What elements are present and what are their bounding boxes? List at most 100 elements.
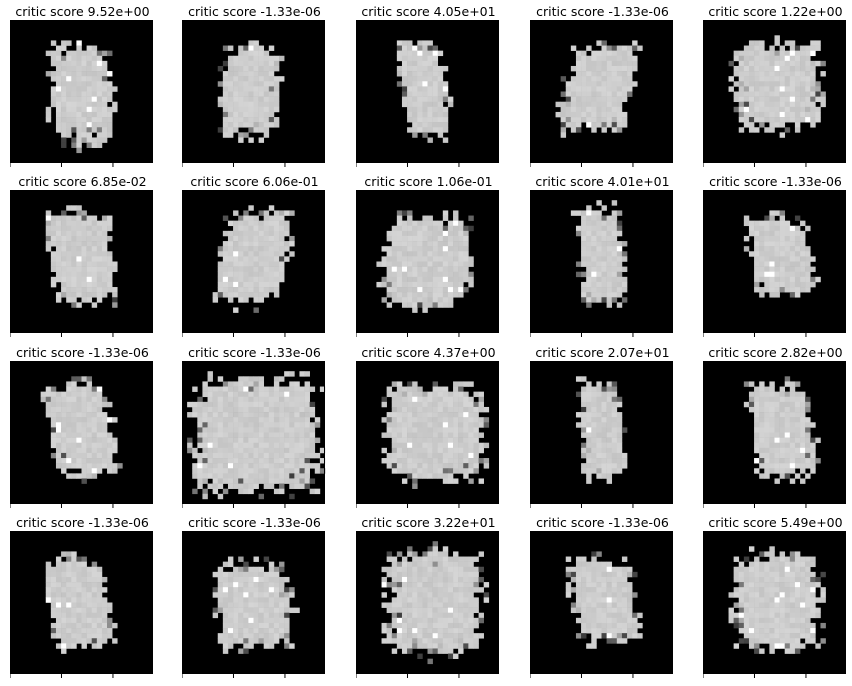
- image-panel: critic score 4.05e+01: [356, 0, 501, 167]
- heatmap-image: [356, 190, 499, 337]
- heatmap-image: [703, 190, 846, 337]
- heatmap-image: [10, 531, 153, 678]
- image-border: [10, 531, 153, 674]
- image-panel: critic score 5.49e+00: [703, 511, 848, 678]
- heatmap-image: [356, 361, 499, 508]
- image-border: [703, 20, 846, 163]
- image-frame: [182, 361, 326, 508]
- panel-title: critic score -1.33e-06: [536, 4, 669, 19]
- image-border: [10, 190, 153, 333]
- image-frame: [182, 190, 325, 337]
- image-pixels: [570, 200, 628, 308]
- image-panel: critic score 2.07e+01: [530, 341, 675, 508]
- panel-title: critic score 2.07e+01: [535, 345, 670, 360]
- image-panel: critic score -1.33e-06: [182, 341, 327, 508]
- image-border: [182, 190, 325, 333]
- panel-title: critic score 6.85e-02: [18, 174, 147, 189]
- image-pixels: [381, 381, 490, 489]
- panel-title: critic score 9.52e+00: [15, 4, 150, 19]
- panel-title: critic score -1.33e-06: [536, 515, 669, 530]
- panel-title: critic score 1.06e-01: [364, 174, 493, 189]
- image-pixels: [45, 40, 118, 154]
- panel-title: critic score 3.22e+01: [361, 515, 496, 530]
- panel-title: critic score -1.33e-06: [16, 515, 149, 530]
- image-frame: [703, 20, 846, 167]
- image-frame: [356, 190, 499, 337]
- image-pixels: [381, 541, 490, 665]
- image-frame: [530, 190, 673, 337]
- panel-title: critic score 1.22e+00: [708, 4, 843, 19]
- image-frame: [10, 361, 153, 508]
- image-frame: [703, 531, 846, 678]
- heatmap-image: [182, 361, 326, 508]
- image-border: [356, 531, 499, 674]
- heatmap-image: [703, 361, 846, 508]
- image-panel: critic score 1.22e+00: [703, 0, 848, 167]
- image-pixels: [376, 210, 474, 313]
- panel-title: critic score -1.33e-06: [709, 174, 842, 189]
- image-pixels: [575, 376, 628, 484]
- image-panel: critic score -1.33e-06: [182, 511, 327, 678]
- image-frame: [182, 20, 325, 167]
- image-frame: [10, 190, 153, 337]
- heatmap-image: [530, 190, 673, 337]
- image-panel: critic score 1.06e-01: [356, 170, 501, 337]
- image-panel: critic score 3.22e+01: [356, 511, 501, 678]
- image-border: [530, 361, 673, 504]
- image-border: [530, 531, 673, 674]
- image-pixels: [396, 40, 454, 143]
- heatmap-image: [10, 20, 153, 167]
- heatmap-image: [10, 361, 153, 508]
- image-border: [703, 190, 846, 333]
- heatmap-image: [703, 531, 846, 678]
- image-border: [703, 361, 846, 504]
- panel-title: critic score 4.05e+01: [361, 4, 496, 19]
- image-frame: [356, 20, 499, 167]
- image-pixels: [728, 546, 826, 654]
- image-border: [182, 20, 325, 163]
- image-border: [182, 531, 325, 674]
- image-border: [356, 20, 499, 163]
- image-border: [356, 361, 499, 504]
- heatmap-image: [530, 361, 673, 508]
- image-frame: [530, 531, 673, 678]
- image-border: [182, 361, 325, 504]
- panel-title: critic score 5.49e+00: [708, 515, 843, 530]
- heatmap-image: [530, 531, 673, 678]
- heatmap-image: [356, 20, 499, 167]
- image-frame: [10, 531, 153, 678]
- image-panel: critic score -1.33e-06: [10, 511, 155, 678]
- image-pixels: [45, 205, 118, 308]
- image-pixels: [743, 376, 821, 484]
- image-frame: [10, 20, 153, 167]
- image-panel: critic score 2.82e+00: [703, 341, 848, 508]
- image-panel: critic score -1.33e-06: [703, 170, 848, 337]
- heatmap-image: [182, 190, 325, 337]
- panel-title: critic score 6.06e-01: [190, 174, 319, 189]
- image-border: [530, 190, 673, 333]
- heatmap-image: [182, 20, 325, 167]
- image-panel: critic score 9.52e+00: [10, 0, 155, 167]
- panel-title: critic score 4.01e+01: [535, 174, 670, 189]
- heatmap-image: [10, 190, 153, 337]
- image-frame: [530, 20, 673, 167]
- image-panel: critic score 6.06e-01: [182, 170, 327, 337]
- image-border: [10, 361, 153, 504]
- image-frame: [530, 361, 673, 508]
- panel-title: critic score -1.33e-06: [16, 345, 149, 360]
- image-pixels: [45, 551, 118, 654]
- image-border: [530, 20, 673, 163]
- image-panel: critic score 4.01e+01: [530, 170, 675, 337]
- image-panel: critic score -1.33e-06: [530, 0, 675, 167]
- image-frame: [356, 361, 499, 508]
- image-pixels: [212, 556, 300, 654]
- image-pixels: [565, 551, 643, 649]
- image-pixels: [40, 376, 123, 484]
- image-border: [10, 20, 153, 163]
- image-pixels: [212, 205, 295, 313]
- panel-title: critic score -1.33e-06: [188, 4, 321, 19]
- panel-title: critic score 4.37e+00: [361, 345, 496, 360]
- image-frame: [182, 531, 325, 678]
- image-frame: [703, 190, 846, 337]
- image-border: [356, 190, 499, 333]
